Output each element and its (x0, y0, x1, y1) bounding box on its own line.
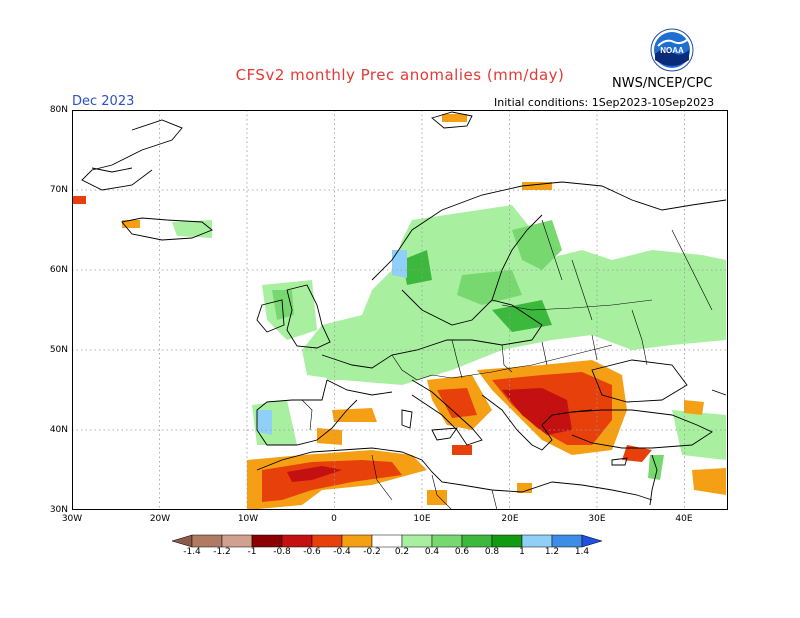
colorbar-label: 1 (519, 547, 525, 557)
lon-label-0: 0 (331, 514, 337, 524)
colorbar-box (461, 534, 493, 548)
lon-label-10e: 10E (413, 514, 431, 524)
lon-label-40e: 40E (675, 514, 693, 524)
noaa-logo-icon: NOAA (650, 28, 694, 72)
country-borders (301, 219, 713, 510)
colorbar-box (311, 534, 343, 548)
colorbar-label: 1.2 (544, 547, 560, 557)
colorbar-box (401, 534, 433, 548)
colorbar-label: -1 (247, 547, 257, 557)
logo-text: NOAA (660, 46, 684, 55)
chart-title: CFSv2 monthly Prec anomalies (mm/day) (235, 66, 565, 84)
colorbar-box (431, 534, 463, 548)
colorbar-label: -0.4 (333, 547, 351, 557)
colorbar-box (191, 534, 223, 548)
colorbar-box (251, 534, 283, 548)
colorbar (172, 534, 603, 548)
colorbar-box (281, 534, 313, 548)
colorbar-box (371, 534, 403, 548)
colorbar-boxes (172, 534, 603, 548)
colorbar-label: -1.2 (213, 547, 231, 557)
colorbar-box (491, 534, 523, 548)
colorbar-label: -0.6 (303, 547, 321, 557)
graticule (72, 110, 728, 510)
colorbar-label: 1.4 (574, 547, 590, 557)
lat-label-60n: 60N (49, 265, 68, 275)
colorbar-box (341, 534, 373, 548)
agency-label: NWS/NCEP/CPC (612, 76, 713, 91)
colorbar-cap-left (172, 534, 193, 548)
colorbar-box (551, 534, 583, 548)
colorbar-label: -0.8 (273, 547, 291, 557)
lat-label-70n: 70N (49, 185, 68, 195)
colorbar-label: 0.6 (454, 547, 470, 557)
initial-conditions: Initial conditions: 1Sep2023-10Sep2023 (494, 96, 715, 109)
lon-label-30w: 30W (61, 514, 83, 524)
lat-label-80n: 80N (49, 105, 68, 115)
colorbar-box (521, 534, 553, 548)
colorbar-cap-right (581, 534, 603, 548)
colorbar-box (221, 534, 253, 548)
colorbar-label: -0.2 (363, 547, 381, 557)
dry-anomaly-regions (72, 114, 726, 510)
lat-label-40n: 40N (49, 425, 68, 435)
lon-label-10w: 10W (237, 514, 259, 524)
coastlines (81, 111, 727, 506)
wet-anomaly-regions (172, 205, 726, 480)
lon-label-20e: 20E (501, 514, 519, 524)
lon-label-30e: 30E (588, 514, 606, 524)
colorbar-label: 0.2 (394, 547, 410, 557)
lat-label-30n: 30N (49, 505, 68, 515)
forecast-month: Dec 2023 (72, 94, 135, 109)
colorbar-label: -1.4 (183, 547, 201, 557)
lat-label-50n: 50N (49, 345, 68, 355)
colorbar-label: 0.4 (424, 547, 440, 557)
colorbar-label: 0.8 (484, 547, 500, 557)
precipitation-anomaly-map (72, 110, 728, 510)
lon-label-20w: 20W (149, 514, 171, 524)
